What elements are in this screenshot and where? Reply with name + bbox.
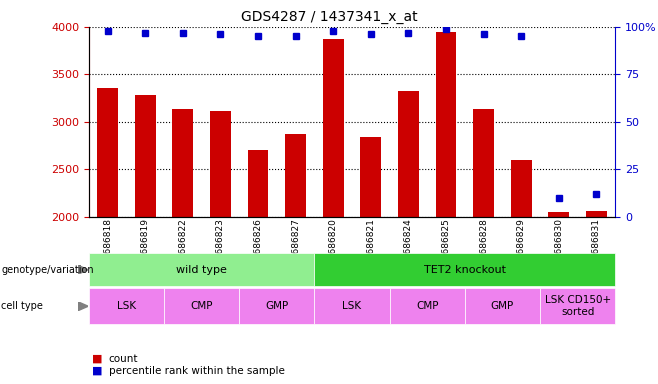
- Text: CMP: CMP: [416, 301, 438, 311]
- Text: GMP: GMP: [265, 301, 288, 311]
- Bar: [135, 95, 155, 217]
- Text: genotype/variation: genotype/variation: [1, 265, 94, 275]
- Bar: [511, 160, 532, 217]
- Bar: [247, 151, 268, 217]
- Bar: [286, 134, 306, 217]
- Text: CMP: CMP: [190, 301, 213, 311]
- Bar: [97, 88, 118, 217]
- Text: TET2 knockout: TET2 knockout: [424, 265, 506, 275]
- Bar: [436, 31, 457, 217]
- Text: LSK: LSK: [342, 301, 362, 311]
- Bar: [586, 211, 607, 217]
- Text: GDS4287 / 1437341_x_at: GDS4287 / 1437341_x_at: [241, 10, 417, 23]
- Text: percentile rank within the sample: percentile rank within the sample: [109, 366, 284, 376]
- Bar: [473, 109, 494, 217]
- Bar: [361, 137, 381, 217]
- Text: LSK CD150+
sorted: LSK CD150+ sorted: [545, 295, 611, 317]
- Text: wild type: wild type: [176, 265, 227, 275]
- Text: LSK: LSK: [117, 301, 136, 311]
- Bar: [323, 39, 343, 217]
- Text: ■: ■: [92, 354, 103, 364]
- Text: ■: ■: [92, 366, 103, 376]
- Bar: [549, 212, 569, 217]
- Bar: [398, 91, 418, 217]
- Text: GMP: GMP: [491, 301, 514, 311]
- Bar: [172, 109, 193, 217]
- Text: cell type: cell type: [1, 301, 43, 311]
- Polygon shape: [78, 302, 88, 311]
- Bar: [210, 111, 231, 217]
- Text: count: count: [109, 354, 138, 364]
- Polygon shape: [78, 265, 88, 274]
